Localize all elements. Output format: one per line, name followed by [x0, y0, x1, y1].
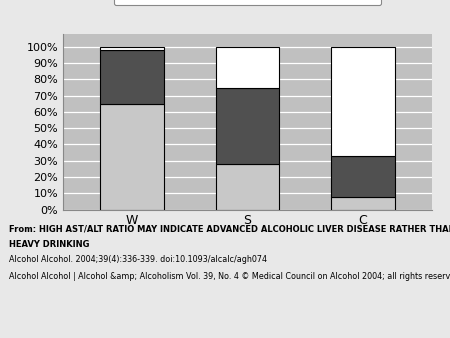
Bar: [331, 196, 395, 210]
Text: HEAVY DRINKING: HEAVY DRINKING: [9, 240, 90, 249]
Text: From: HIGH AST/ALT RATIO MAY INDICATE ADVANCED ALCOHOLIC LIVER DISEASE RATHER TH: From: HIGH AST/ALT RATIO MAY INDICATE AD…: [9, 225, 450, 234]
Bar: [216, 164, 279, 210]
Bar: [331, 47, 395, 156]
Bar: [100, 104, 164, 210]
Text: Alcohol Alcohol. 2004;39(4):336-339. doi:10.1093/alcalc/agh074: Alcohol Alcohol. 2004;39(4):336-339. doi…: [9, 255, 267, 264]
Text: Alcohol Alcohol | Alcohol &amp; Alcoholism Vol. 39, No. 4 © Medical Council on A: Alcohol Alcohol | Alcohol &amp; Alcoholi…: [9, 272, 450, 281]
Bar: [216, 88, 279, 164]
Legend: % with ≥2.0, % with 1.1-1.9, % with ≤1.0: % with ≥2.0, % with 1.1-1.9, % with ≤1.0: [113, 0, 382, 5]
Bar: [100, 47, 164, 50]
Bar: [216, 47, 279, 88]
Bar: [331, 156, 395, 196]
Bar: [100, 50, 164, 104]
